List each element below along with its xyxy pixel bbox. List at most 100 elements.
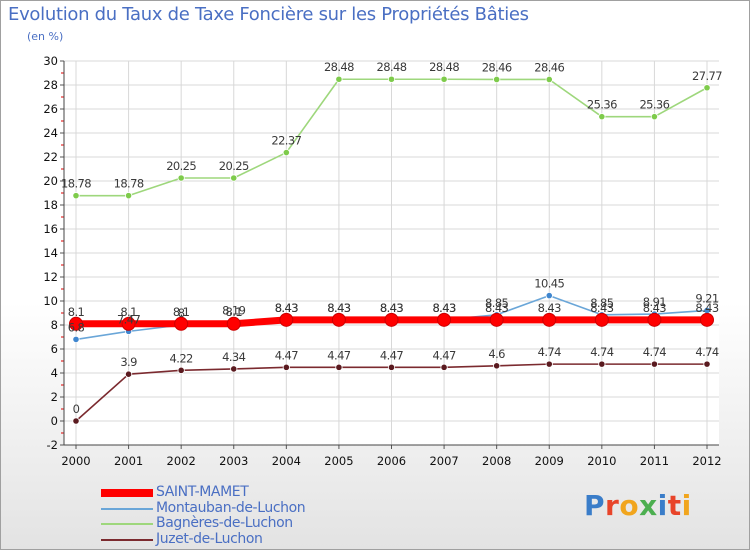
data-label: 0 (73, 402, 80, 416)
y-tick-label: 0 (51, 414, 58, 428)
logo-letter: o (619, 489, 640, 522)
y-tick-label: 28 (43, 78, 58, 92)
data-label: 4.47 (275, 348, 298, 362)
x-tick-label: 2007 (429, 454, 458, 468)
data-point (647, 312, 662, 327)
logo-letter: x (639, 489, 658, 522)
x-tick-label: 2001 (114, 454, 143, 468)
data-point (72, 417, 80, 425)
data-label: 4.47 (327, 348, 350, 362)
data-point (230, 365, 238, 373)
y-tick-label: 4 (51, 366, 58, 380)
data-point (69, 316, 83, 331)
data-label: 22.37 (271, 134, 301, 148)
data-label: 27.77 (692, 69, 722, 83)
data-point (387, 363, 396, 371)
data-point (703, 360, 711, 368)
data-point (440, 75, 448, 83)
data-point (279, 312, 294, 327)
data-point (72, 192, 80, 200)
data-label: 28.48 (324, 60, 354, 74)
data-label: 25.36 (639, 98, 669, 112)
data-point (331, 312, 346, 327)
data-label: 9.21 (695, 291, 718, 305)
y-tick-label: 24 (43, 126, 58, 140)
data-point (545, 360, 553, 368)
logo-letter: r (605, 489, 620, 522)
legend-label: Bagnères-de-Luchon (156, 515, 293, 531)
data-label: 8.19 (222, 304, 245, 318)
data-point (384, 312, 399, 327)
y-tick-label: 12 (43, 270, 58, 284)
y-tick-label: 14 (43, 246, 58, 260)
data-label: 8 (178, 306, 185, 320)
data-label: 8.43 (327, 301, 350, 315)
logo-letter: P (584, 489, 606, 522)
data-point (121, 316, 136, 331)
y-tick-label: 22 (43, 150, 58, 164)
y-tick-label: 2 (51, 390, 58, 404)
legend-label: Juzet-de-Luchon (156, 530, 263, 547)
data-label: 8.85 (485, 296, 508, 310)
x-tick-label: 2002 (167, 454, 196, 468)
data-labels: 8.1 8.1 8.1 8.1 8.43 8.43 8.43 8.43 8.43 8.43 8.43… (61, 60, 723, 416)
data-point (72, 335, 80, 343)
legend-swatch (101, 538, 153, 541)
data-point (440, 363, 448, 371)
data-point (598, 360, 606, 368)
data-label: 28.46 (534, 60, 564, 74)
data-label: 25.36 (587, 98, 617, 112)
x-tick-label: 2009 (535, 454, 564, 468)
legend-label: SAINT-MAMET (156, 484, 249, 500)
data-label: 7.47 (117, 312, 140, 326)
data-point (493, 75, 501, 84)
data-label: 28.46 (482, 60, 512, 74)
y-tick-label: 30 (43, 54, 58, 68)
chart-subtitle: (en %) (27, 30, 64, 43)
data-label: 6.8 (68, 320, 85, 334)
data-label: 4.74 (695, 345, 718, 359)
logo-letter: i (681, 489, 692, 522)
data-label: 20.25 (219, 159, 249, 173)
data-label: 10.45 (534, 277, 564, 291)
data-label: 28.48 (377, 60, 407, 74)
data-label: 4.74 (538, 345, 561, 359)
data-point (230, 174, 238, 182)
proxiti-logo: Proxiti (584, 489, 692, 522)
data-label: 4.47 (432, 348, 455, 362)
data-point (387, 75, 396, 83)
data-label: 3.9 (120, 355, 137, 369)
data-point (177, 174, 185, 182)
x-tick-label: 2003 (219, 454, 248, 468)
data-label: 8.43 (432, 301, 455, 315)
data-label: 8.1 (173, 305, 190, 319)
data-label: 4.34 (222, 350, 245, 364)
data-label: 8.91 (643, 295, 666, 309)
x-tick-label: 2008 (482, 454, 511, 468)
x-tick-label: 2010 (587, 454, 616, 468)
x-tick-label: 2011 (640, 454, 669, 468)
x-tick-label: 2004 (272, 454, 301, 468)
data-label: 8.43 (485, 301, 508, 315)
x-tick-label: 2000 (61, 454, 90, 468)
data-label: 18.78 (114, 177, 144, 191)
data-label: 4.74 (590, 345, 613, 359)
x-tick-label: 2005 (324, 454, 353, 468)
data-label: 20.25 (166, 159, 196, 173)
data-label: 8.1 (68, 305, 85, 319)
data-point (545, 75, 553, 84)
data-point (650, 113, 659, 121)
y-tick-label: 16 (43, 222, 58, 236)
data-point (282, 363, 290, 371)
data-label: 8.1 (226, 305, 243, 319)
legend-swatch (101, 507, 153, 510)
data-point (177, 366, 185, 374)
data-label: 8.43 (380, 301, 403, 315)
data-point (703, 84, 711, 92)
y-tick-label: 26 (43, 102, 58, 116)
data-point (437, 312, 452, 327)
series (69, 75, 714, 425)
grid (64, 60, 719, 446)
